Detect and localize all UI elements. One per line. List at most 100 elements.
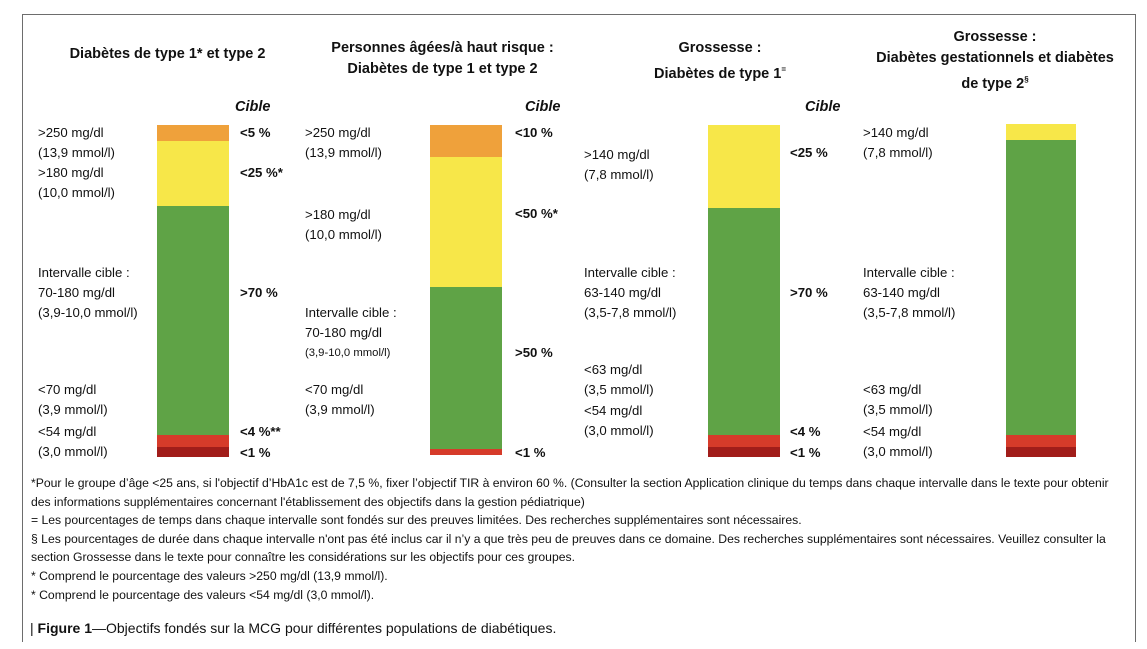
panel4-seg-low [1006,435,1076,447]
panel3-title: Grossesse : Diabètes de type 1= [600,38,840,85]
panel3-title-sup: = [781,65,786,74]
panel2-title: Personnes âgées/à haut risque : Diabètes… [305,38,580,80]
panel1-target-very-high: <5 % [240,125,271,140]
panel4-l1b: (7,8 mmol/l) [863,145,933,160]
panel2-target-high: <50 %* [515,206,558,221]
panel1-seg-very-high [157,125,229,141]
panel2-l2a: >180 mg/dl [305,207,371,222]
panel4-title-line1: Grossesse : [953,29,1037,45]
panel1-target-high: <25 %* [240,165,283,180]
panel3-range-low: <63 mg/dl (3,5 mmol/l) [584,360,654,400]
panel3-l3a: <63 mg/dl [584,362,643,377]
panel1-seg-high [157,141,229,206]
panel3-seg-very-low [708,447,780,457]
panel1-l1b: (13,9 mmol/l) [38,145,115,160]
panel1-seg-very-low [157,447,229,457]
footnote-3: § Les pourcentages de durée dans chaque … [31,531,1106,565]
panel2-range-target: Intervalle cible : 70-180 mg/dl (3,9-10,… [305,303,397,363]
panel4-seg-very-low [1006,447,1076,457]
caption-label: Figure 1 [37,620,92,636]
panel2-title-line1: Personnes âgées/à haut risque : [331,40,554,56]
panel3-l2a: Intervalle cible : [584,265,676,280]
panel2-l1b: (13,9 mmol/l) [305,145,382,160]
footnotes: *Pour le groupe d’âge <25 ans, si l'obje… [31,474,1126,604]
panel2-title-line2: Diabètes de type 1 et type 2 [347,61,538,77]
panel3-l2c: (3,5-7,8 mmol/l) [584,305,677,320]
panel1-range-high: >180 mg/dl (10,0 mmol/l) [38,163,115,203]
caption-bar: | [30,620,34,636]
panel4-seg-target [1006,140,1076,435]
panel2-bar [430,125,502,455]
panel1-range-very-low: <54 mg/dl (3,0 mmol/l) [38,422,108,462]
panel4-l2b: 63-140 mg/dl [863,285,940,300]
panel4-seg-high [1006,124,1076,140]
panel3-seg-high [708,125,780,208]
panel2-seg-high [430,157,502,287]
panel3-l3b: (3,5 mmol/l) [584,382,654,397]
panel2-l3a: Intervalle cible : [305,305,397,320]
panel2-l3b: 70-180 mg/dl [305,325,382,340]
panel2-range-low: <70 mg/dl (3,9 mmol/l) [305,380,375,420]
panel3-target-very-low: <1 % [790,445,821,460]
panel1-range-low: <70 mg/dl (3,9 mmol/l) [38,380,108,420]
figure-frame [22,14,1136,642]
panel3-seg-target [708,208,780,435]
panel4-l4a: <54 mg/dl [863,424,922,439]
panel3-range-high: >140 mg/dl (7,8 mmol/l) [584,145,654,185]
footnote-2: = Les pourcentages de temps dans chaque … [31,513,802,528]
panel1-bar [157,125,229,457]
panel1-seg-target [157,206,229,435]
panel3-target-high: <25 % [790,145,828,160]
panel4-title-sup: § [1024,75,1029,84]
panel4-l4b: (3,0 mmol/l) [863,444,933,459]
panel4-bar [1006,124,1076,457]
panel4-range-low: <63 mg/dl (3,5 mmol/l) [863,380,933,420]
panel1-l3a: Intervalle cible : [38,265,130,280]
panel3-range-target: Intervalle cible : 63-140 mg/dl (3,5-7,8… [584,263,676,323]
panel1-target-very-low: <1 % [240,445,271,460]
panel2-range-very-high: >250 mg/dl (13,9 mmol/l) [305,123,382,163]
panel4-title-line3: de type 2 [961,75,1025,92]
panel4-title: Grossesse : Diabètes gestationnels et di… [855,27,1135,95]
footnote-5: * Comprend le pourcentage des valeurs <5… [31,587,375,602]
panel3-l4a: <54 mg/dl [584,403,643,418]
panel1-title-line1: Diabètes de type 1* et type 2 [69,46,266,62]
panel4-l1a: >140 mg/dl [863,125,929,140]
panel4-range-high: >140 mg/dl (7,8 mmol/l) [863,123,933,163]
footnote-1: *Pour le groupe d’âge <25 ans, si l'obje… [31,476,1109,509]
panel2-target-very-high: <10 % [515,125,553,140]
panel1-l2a: >180 mg/dl [38,165,104,180]
panel1-l5a: <54 mg/dl [38,424,97,439]
panel4-range-target: Intervalle cible : 63-140 mg/dl (3,5-7,8… [863,263,955,323]
panel3-l1b: (7,8 mmol/l) [584,167,654,182]
panel3-l1a: >140 mg/dl [584,147,650,162]
footnote-4: * Comprend le pourcentage des valeurs >2… [31,568,388,583]
panel4-l2a: Intervalle cible : [863,265,955,280]
panel3-l2b: 63-140 mg/dl [584,285,661,300]
panel1-title: Diabètes de type 1* et type 2 [40,44,295,65]
panel3-target-low: <4 % [790,424,821,439]
panel3-cible-header: Cible [805,99,841,115]
panel3-bar [708,125,780,457]
panel2-l4b: (3,9 mmol/l) [305,402,375,417]
panel1-l1a: >250 mg/dl [38,125,104,140]
panel1-l5b: (3,0 mmol/l) [38,444,108,459]
panel1-l4b: (3,9 mmol/l) [38,402,108,417]
panel2-cible-header: Cible [525,99,561,115]
panel2-l4a: <70 mg/dl [305,382,364,397]
panel1-cible-header: Cible [235,99,271,115]
panel2-l3c: (3,9-10,0 mmol/l) [305,347,391,359]
panel1-range-very-high: >250 mg/dl (13,9 mmol/l) [38,123,115,163]
panel2-seg-very-high [430,125,502,157]
figure-caption: | Figure 1—Objectifs fondés sur la MCG p… [30,620,556,636]
caption-text: —Objectifs fondés sur la MCG pour différ… [92,620,557,636]
panel1-target-in-range: >70 % [240,285,278,300]
panel2-seg-target [430,287,502,449]
panel3-title-line1: Grossesse : [678,40,762,56]
panel2-target-low: <1 % [515,445,546,460]
panel3-target-in-range: >70 % [790,285,828,300]
panel3-seg-low [708,435,780,447]
panel2-l1a: >250 mg/dl [305,125,371,140]
panel1-target-low: <4 %** [240,424,281,439]
panel4-l3b: (3,5 mmol/l) [863,402,933,417]
